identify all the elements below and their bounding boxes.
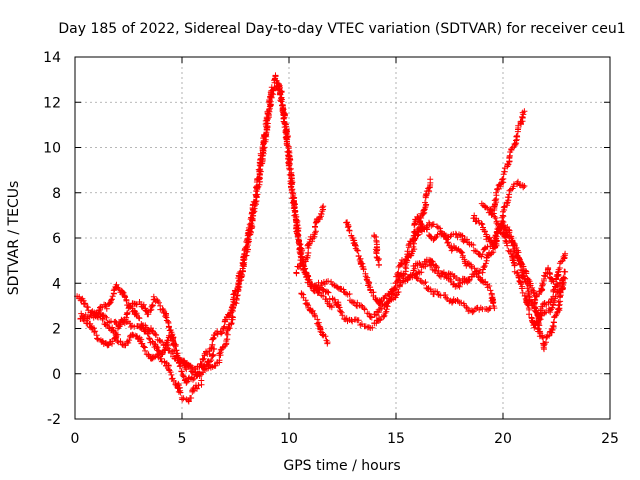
data-point-markers (74, 293, 205, 405)
x-tick-label: 20 (494, 431, 512, 447)
series-arc-19 (404, 259, 472, 290)
y-tick-label: -2 (47, 412, 61, 428)
data-point-markers (298, 290, 331, 347)
x-tick-label: 10 (280, 431, 298, 447)
grid (75, 57, 610, 419)
series-arc-10 (343, 176, 434, 308)
y-tick-label: 12 (43, 95, 61, 111)
y-tick-label: 10 (43, 141, 61, 157)
series-arc-8 (298, 290, 331, 347)
data-point-markers (478, 200, 566, 353)
series-arc-11 (371, 232, 382, 269)
data-point-markers (183, 72, 569, 378)
data-point-markers (371, 232, 382, 269)
x-axis-label: GPS time / hours (283, 458, 400, 474)
y-tick-label: 4 (52, 276, 61, 292)
series-arc-9 (308, 278, 399, 321)
y-axis-label: SDTVAR / TECUs (6, 181, 22, 296)
series-arc-17 (478, 200, 566, 353)
series-arc-5 (183, 72, 569, 378)
series-arc-4 (89, 308, 190, 373)
chart-title: Day 185 of 2022, Sidereal Day-to-day VTE… (58, 21, 625, 37)
series-arc-13 (413, 274, 494, 316)
series-arc-1 (74, 293, 205, 405)
y-tick-label: 14 (43, 50, 61, 66)
data-point-markers (308, 278, 399, 321)
x-tick-label: 0 (71, 431, 80, 447)
series-arc-18 (531, 250, 569, 307)
data-point-markers (89, 308, 190, 373)
series-arc-6 (188, 80, 335, 375)
y-tick-label: 2 (52, 322, 61, 338)
series-arc-7 (293, 203, 327, 277)
data-point-markers (343, 176, 434, 308)
x-tick-label: 5 (178, 431, 187, 447)
x-tick-label: 15 (387, 431, 405, 447)
axis-ticks: 0 5 10 15 20 25 -2 0 2 4 6 8 10 12 14 (43, 50, 619, 447)
data-points (74, 72, 569, 405)
y-tick-label: 8 (52, 186, 61, 202)
data-point-markers (188, 80, 335, 375)
y-tick-label: 6 (52, 231, 61, 247)
data-point-markers (413, 274, 494, 316)
data-point-markers (404, 259, 472, 290)
data-point-markers (531, 250, 569, 307)
x-tick-label: 25 (601, 431, 619, 447)
data-point-markers (293, 203, 327, 277)
y-tick-label: 0 (52, 367, 61, 383)
